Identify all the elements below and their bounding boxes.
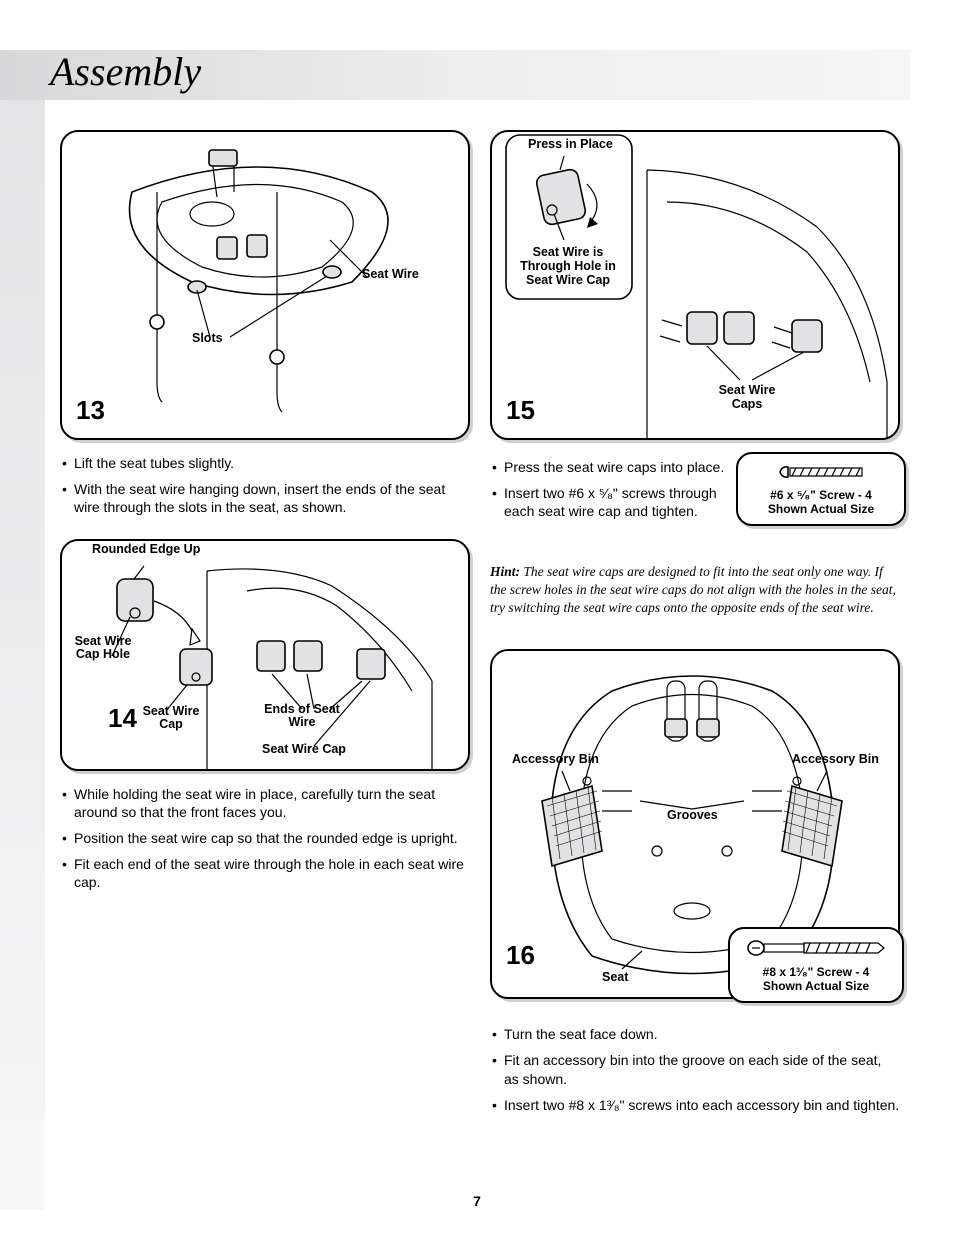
screw-spec: #6 x ⁵⁄₈" Screw - 4 [748,488,894,502]
bullet: Turn the seat face down. [490,1025,900,1043]
screw-icon [746,937,886,959]
label-grooves: Grooves [667,809,718,823]
label-press: Press in Place [528,138,613,152]
left-gutter [0,100,45,1210]
bullet: Position the seat wire cap so that the r… [60,829,470,847]
step-14-number: 14 [108,703,137,734]
label-acc-right: Accessory Bin [792,753,879,767]
label-seat-wire: Seat Wire [362,268,419,282]
label-through-hole: Seat Wire is Through Hole in Seat Wire C… [508,246,628,287]
bullet: Fit an accessory bin into the groove on … [490,1051,900,1087]
step-14-bullets: While holding the seat wire in place, ca… [60,785,470,892]
label-seat-wire-cap: Seat Wire Cap [136,705,206,733]
screw-callout-16: #8 x 1³⁄₈" Screw - 4 Shown Actual Size [728,927,904,1003]
step-16-number: 16 [506,940,535,971]
bullet: With the seat wire hanging down, insert … [60,480,470,516]
label-slots: Slots [192,332,223,346]
figure-14: Rounded Edge Up Seat Wire Cap Hole Seat … [60,539,470,771]
bullet: Insert two #6 x ⁵⁄₈" screws through each… [490,484,735,520]
bullet: Insert two #8 x 1³⁄₈" screws into each a… [490,1096,900,1114]
step-16-bullets: Turn the seat face down. Fit an accessor… [490,1025,900,1114]
label-cap-hole: Seat Wire Cap Hole [68,635,138,663]
step-15-bullets: Press the seat wire caps into place. Ins… [490,458,735,521]
screw-actual: Shown Actual Size [740,979,892,993]
step-15-number: 15 [506,395,535,426]
label-rounded-edge: Rounded Edge Up [92,543,200,557]
screw-actual: Shown Actual Size [748,502,894,516]
label-seat: Seat [602,971,628,985]
bullet: While holding the seat wire in place, ca… [60,785,470,821]
page-number: 7 [0,1193,954,1209]
right-column: Press in Place Seat Wire is Through Hole… [490,130,900,1122]
hint-text: The seat wire caps are designed to fit i… [490,564,896,615]
screw-icon [776,462,866,482]
label-caps: Seat Wire Caps [702,384,792,412]
page: Assembly [0,0,954,1235]
bullet: Lift the seat tubes slightly. [60,454,470,472]
label-seat-wire-cap-b: Seat Wire Cap [262,743,346,757]
step-13-number: 13 [76,395,105,426]
figure-15: Press in Place Seat Wire is Through Hole… [490,130,900,440]
bullet: Press the seat wire caps into place. [490,458,735,476]
left-column: Seat Wire Slots 13 Lift the seat tubes s… [60,130,470,900]
screw-callout-15: #6 x ⁵⁄₈" Screw - 4 Shown Actual Size [736,452,906,526]
page-title: Assembly [50,48,201,95]
hint-label: Hint: [490,564,520,579]
label-acc-left: Accessory Bin [512,753,599,767]
figure-16: Accessory Bin Accessory Bin Grooves Seat… [490,649,900,999]
step-15-hint: Hint: The seat wire caps are designed to… [490,563,900,618]
screw-spec: #8 x 1³⁄₈" Screw - 4 [740,965,892,979]
label-ends: Ends of Seat Wire [262,703,342,731]
step-13-bullets: Lift the seat tubes slightly. With the s… [60,454,470,517]
bullet: Fit each end of the seat wire through th… [60,855,470,891]
figure-13-illustration [62,132,468,438]
content-area: Seat Wire Slots 13 Lift the seat tubes s… [60,130,910,1200]
figure-13: Seat Wire Slots 13 [60,130,470,440]
